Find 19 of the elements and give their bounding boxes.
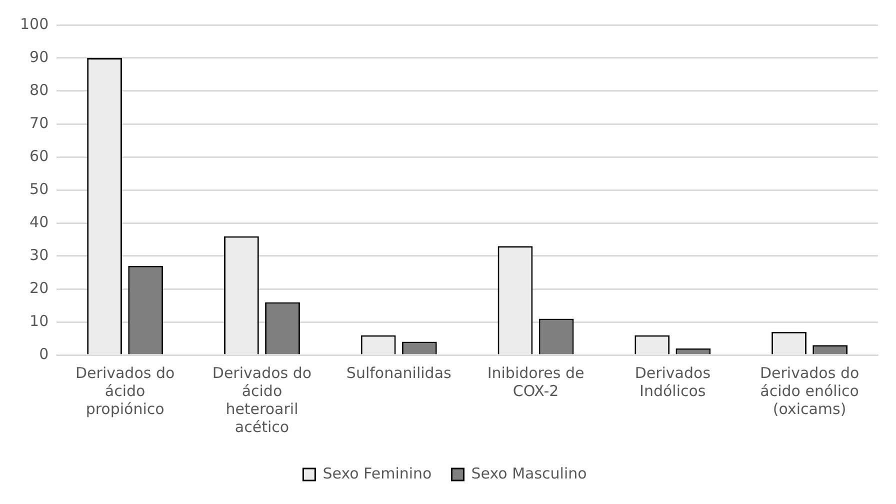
x-tick-label: Derivados Indólicos xyxy=(634,364,711,400)
x-tick-label: Sulfonanilidas xyxy=(346,364,452,382)
y-tick-label: 20 xyxy=(30,278,49,297)
y-tick-label: 60 xyxy=(30,146,49,165)
x-tick-label: Inibidores de COX-2 xyxy=(487,364,584,400)
x-tick-label: Derivados do ácido heteroaril acético xyxy=(212,364,312,436)
y-tick-label: 30 xyxy=(30,246,49,264)
legend-label: Sexo Feminino xyxy=(322,464,432,482)
y-tick-label: 50 xyxy=(30,180,49,198)
x-tick-label: Derivados do ácido propiónico xyxy=(75,364,175,418)
x-tick-label: Derivados do ácido enólico (oxicams) xyxy=(760,364,860,418)
y-tick-label: 10 xyxy=(30,312,49,330)
y-tick-label: 40 xyxy=(30,212,49,231)
y-tick-label: 70 xyxy=(30,114,49,132)
y-tick-label: 100 xyxy=(20,14,49,33)
y-tick-label: 90 xyxy=(30,48,49,66)
y-tick-label: 80 xyxy=(30,80,49,99)
legend-label: Sexo Masculino xyxy=(471,464,587,482)
y-tick-label: 0 xyxy=(39,344,49,363)
